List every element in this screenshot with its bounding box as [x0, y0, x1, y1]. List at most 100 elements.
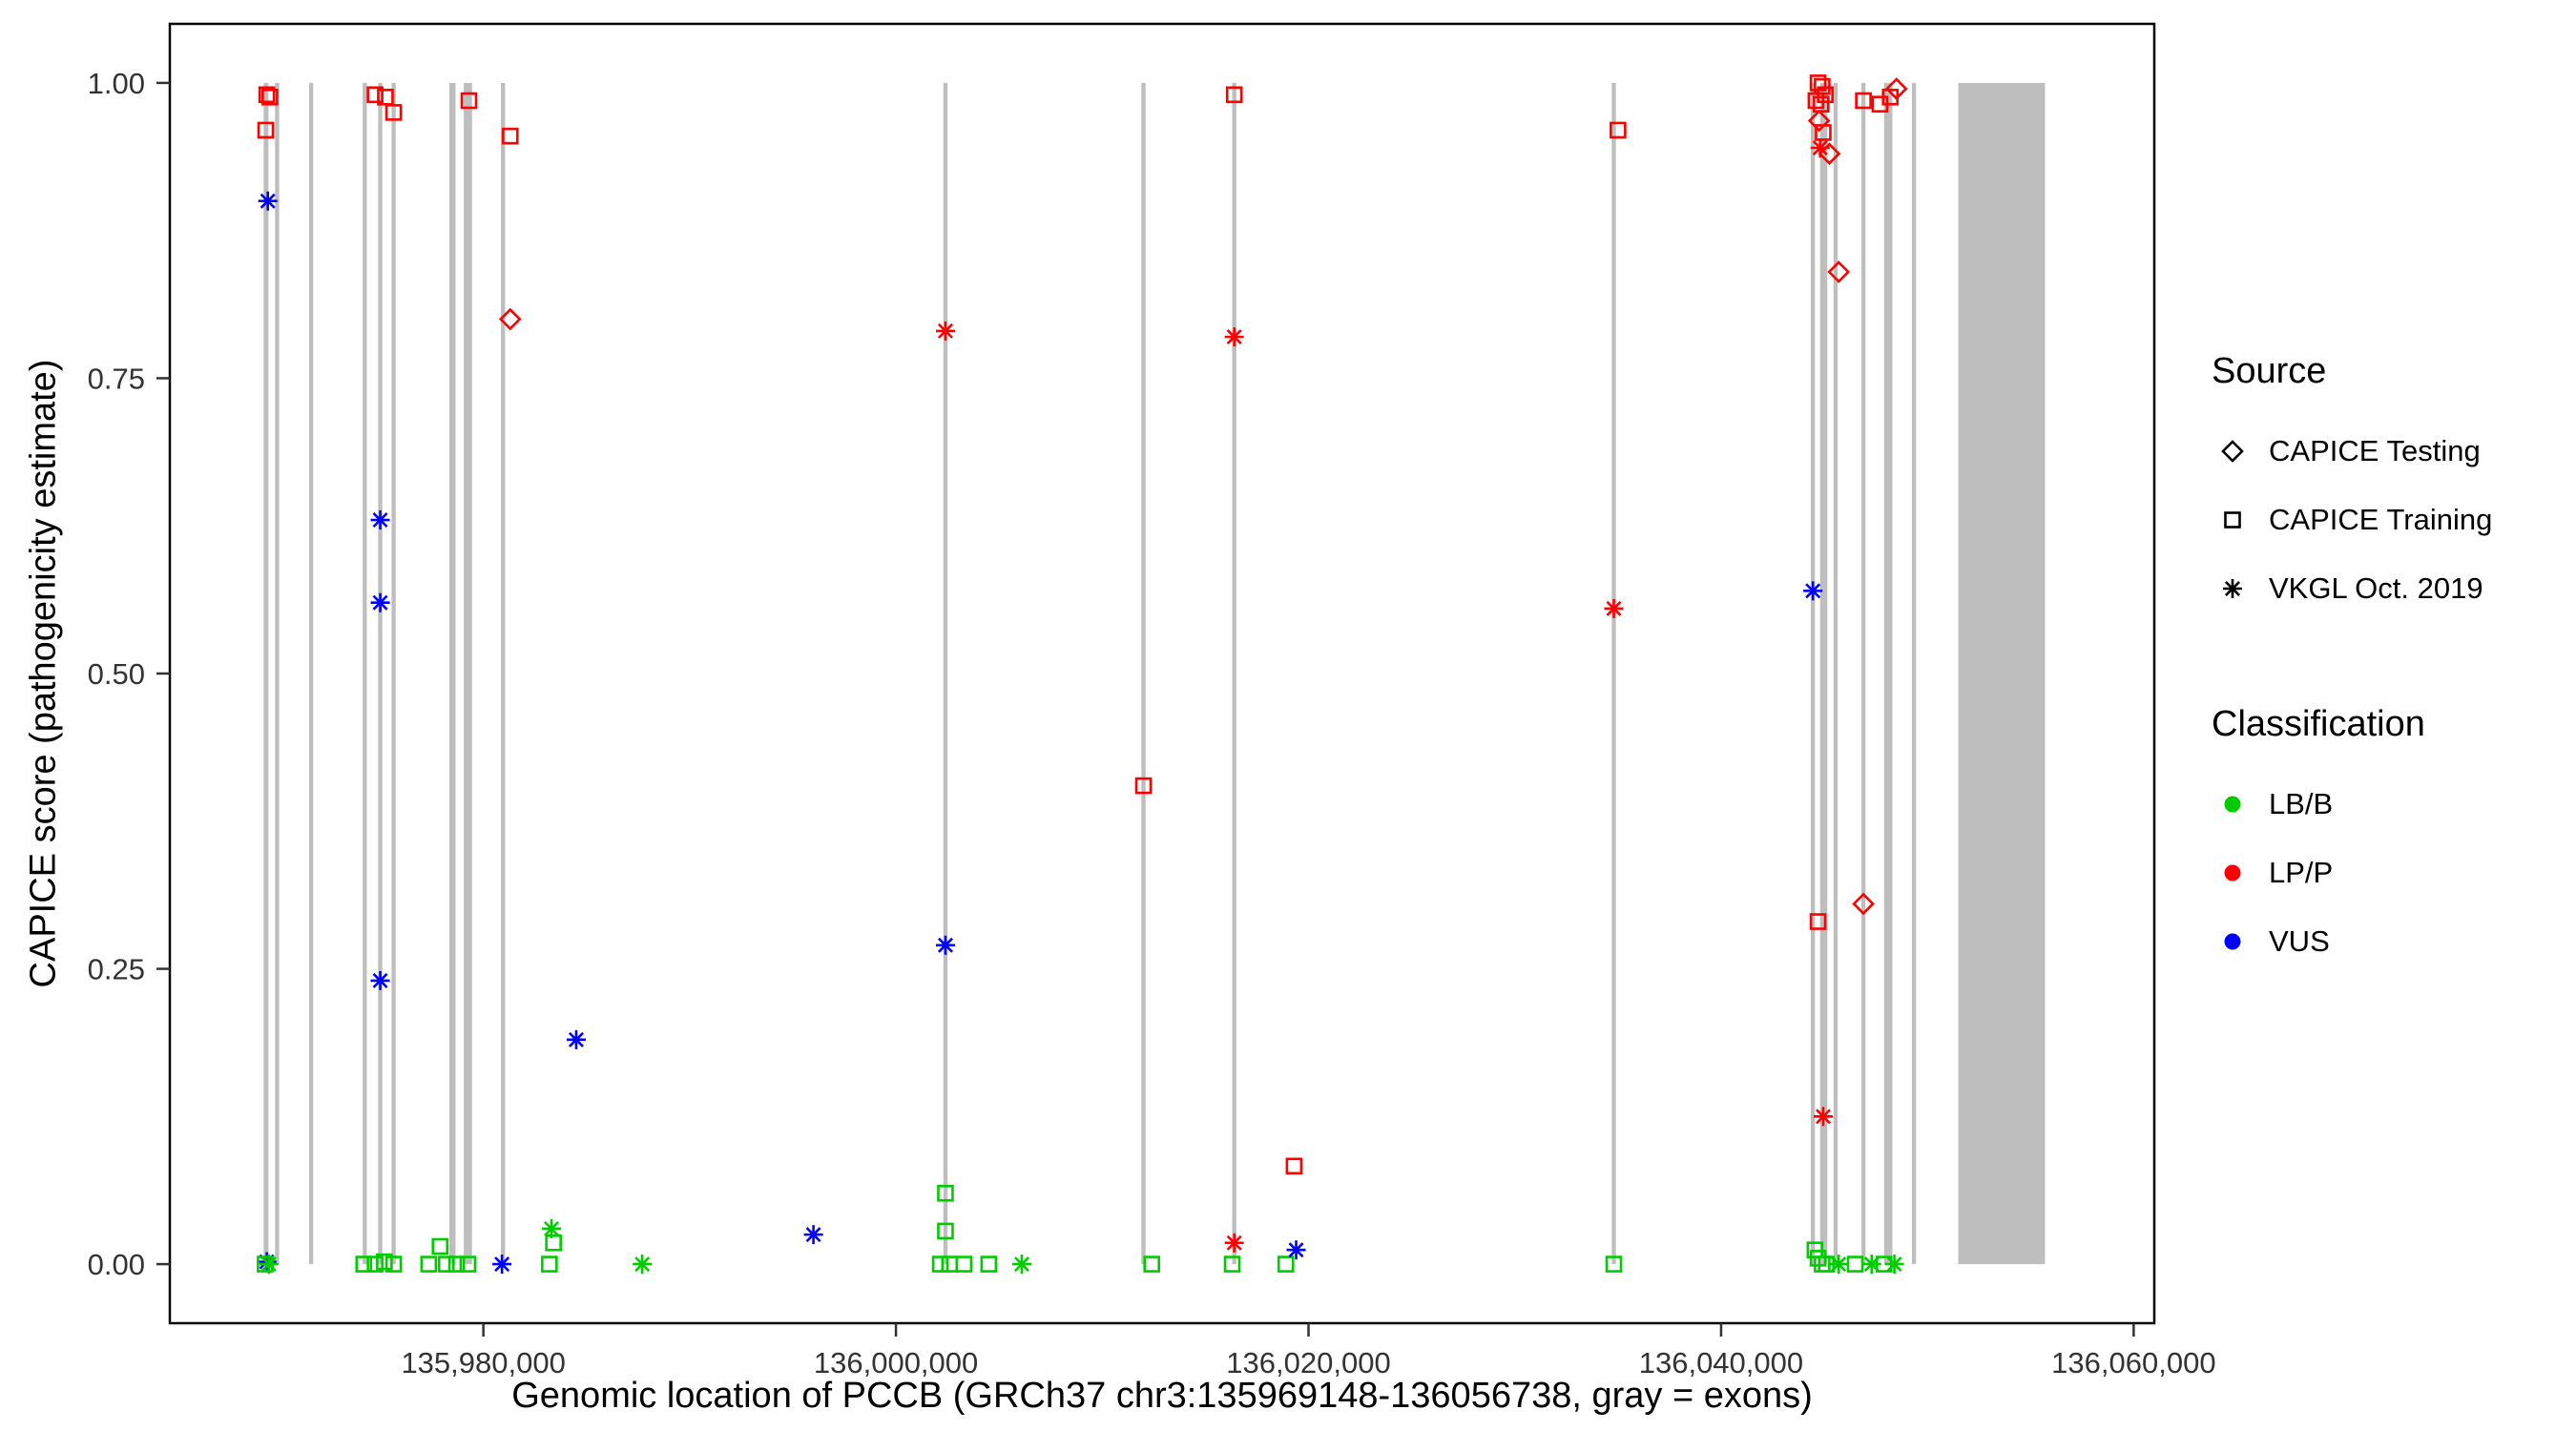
point-asterisk — [1011, 1255, 1031, 1275]
point-square — [437, 1255, 455, 1273]
x-tick-label: 136,060,000 — [2051, 1346, 2215, 1379]
x-tick-label: 135,980,000 — [401, 1346, 565, 1379]
point-square — [447, 1255, 466, 1273]
diamond-icon — [2221, 440, 2244, 463]
y-tick-label: 0.00 — [88, 1248, 145, 1281]
y-tick-label: 0.25 — [88, 953, 145, 986]
point-square — [955, 1255, 973, 1273]
point-diamond — [1818, 142, 1841, 166]
point-square — [937, 1185, 954, 1202]
point-diamond — [1807, 109, 1831, 133]
point-square — [420, 1255, 438, 1273]
point-asterisk — [370, 510, 390, 530]
x-axis-title: Genomic location of PCCB (GRCh37 chr3:13… — [511, 1376, 1813, 1416]
legend-source-title: Source — [2212, 351, 2327, 391]
point-asterisk — [566, 1029, 586, 1049]
legend-item-label: CAPICE Training — [2269, 503, 2493, 536]
point-square — [1855, 92, 1872, 110]
point-diamond — [1852, 892, 1875, 916]
point-asterisk — [935, 321, 955, 341]
point-asterisk — [370, 592, 390, 612]
legend-item-capice-training: CAPICE Training — [2212, 486, 2492, 554]
point-square — [459, 1255, 477, 1273]
legend-item-label: VUS — [2269, 924, 2330, 958]
point-square — [460, 92, 478, 110]
legend-item-label: LP/P — [2269, 856, 2334, 889]
point-square — [366, 86, 384, 104]
legend-item-vus: VUS — [2212, 907, 2425, 976]
point-square — [501, 127, 519, 145]
point-square — [937, 1222, 954, 1240]
point-square — [384, 104, 403, 121]
y-tick-label: 0.75 — [88, 362, 145, 395]
point-asterisk — [1604, 598, 1624, 618]
exon-bar — [501, 82, 506, 1265]
asterisk-icon — [2223, 579, 2242, 598]
point-square — [1277, 1255, 1295, 1273]
point-asterisk — [258, 191, 278, 211]
point-asterisk — [935, 935, 955, 955]
point-asterisk — [542, 1218, 561, 1238]
point-asterisk — [1803, 581, 1823, 601]
legend-item-lpp: LP/P — [2212, 839, 2425, 907]
x-tick-label: 136,040,000 — [1639, 1346, 1803, 1379]
legend-item-lbb: LB/B — [2212, 770, 2425, 839]
exon-bar — [391, 82, 396, 1265]
point-diamond — [1827, 260, 1851, 283]
point-asterisk — [1224, 327, 1244, 347]
exon-bar — [308, 82, 314, 1265]
point-diamond — [1884, 77, 1908, 100]
legend-item-capice-testing: CAPICE Testing — [2212, 417, 2492, 486]
point-square — [1605, 1255, 1623, 1273]
legend-item-label: LB/B — [2269, 787, 2334, 820]
point-square — [1817, 86, 1834, 104]
point-square — [931, 1255, 949, 1273]
point-square — [545, 1234, 562, 1252]
point-square — [261, 88, 279, 106]
blue-dot-icon — [2224, 933, 2241, 950]
exon-bar — [363, 82, 367, 1265]
y-tick-label: 1.00 — [88, 67, 145, 100]
exon-bar — [1611, 82, 1616, 1265]
exon-bar — [378, 82, 383, 1265]
point-square — [1225, 86, 1243, 104]
exon-bar — [275, 82, 280, 1265]
y-tick-label: 0.50 — [88, 657, 145, 691]
legend-classification: Classification LB/B LP/P VUS — [2212, 704, 2425, 976]
point-asterisk — [1813, 1107, 1833, 1127]
legend-item-label: CAPICE Testing — [2269, 434, 2481, 467]
exon-bar — [1819, 82, 1828, 1265]
point-square — [1846, 1255, 1864, 1273]
point-square — [376, 1253, 393, 1271]
exon-bar — [464, 82, 472, 1265]
point-asterisk — [492, 1255, 512, 1275]
point-asterisk — [1861, 1255, 1881, 1275]
point-square — [1143, 1255, 1160, 1273]
legend-classification-title: Classification — [2212, 704, 2425, 744]
exon-bar — [448, 82, 456, 1265]
green-dot-icon — [2224, 796, 2241, 813]
point-square — [1134, 777, 1153, 795]
point-square — [1223, 1255, 1241, 1273]
exon-bar — [943, 82, 948, 1265]
exon-bar — [1141, 82, 1146, 1265]
point-square — [366, 1255, 384, 1273]
x-tick-label: 136,000,000 — [814, 1346, 978, 1379]
exon-bar — [1911, 82, 1917, 1265]
point-asterisk — [633, 1255, 653, 1275]
point-asterisk — [1829, 1255, 1849, 1275]
exon-bar — [1232, 82, 1236, 1265]
point-asterisk — [1884, 1255, 1904, 1275]
point-square — [980, 1255, 998, 1273]
exon-bar — [263, 82, 269, 1265]
legend-source: Source CAPICE Testing CAPICE Training VK… — [2212, 351, 2492, 623]
point-asterisk — [803, 1225, 823, 1245]
exon-bar — [1883, 82, 1893, 1265]
legend-item-vkgl: VKGL Oct. 2019 — [2212, 554, 2492, 623]
x-tick-label: 136,020,000 — [1226, 1346, 1390, 1379]
point-square — [1815, 124, 1832, 141]
point-square — [431, 1237, 449, 1255]
exon-bar — [1958, 82, 2046, 1265]
